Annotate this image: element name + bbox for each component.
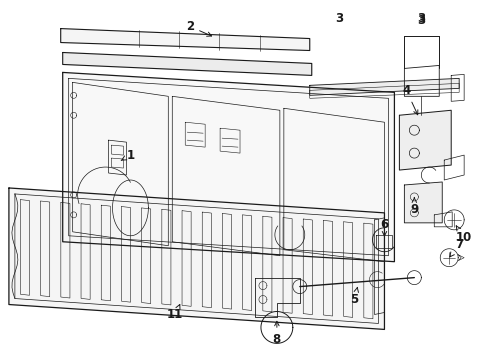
Text: 10: 10 [455,226,471,244]
Polygon shape [399,110,450,170]
Text: 8: 8 [272,321,281,346]
Polygon shape [404,182,441,223]
Text: 3: 3 [416,12,425,25]
Text: 3: 3 [416,14,425,27]
Text: 9: 9 [409,198,418,216]
Text: 6: 6 [380,218,388,237]
Text: 1: 1 [121,149,134,162]
Polygon shape [61,28,309,50]
Text: 11: 11 [167,305,183,321]
Text: 3: 3 [335,12,343,25]
Polygon shape [9,188,384,329]
Text: 5: 5 [350,287,358,306]
Polygon shape [62,72,394,262]
Text: 2: 2 [186,20,211,36]
Text: 4: 4 [402,84,417,115]
Polygon shape [62,53,311,75]
Polygon shape [309,78,458,95]
Text: 7: 7 [449,238,462,257]
